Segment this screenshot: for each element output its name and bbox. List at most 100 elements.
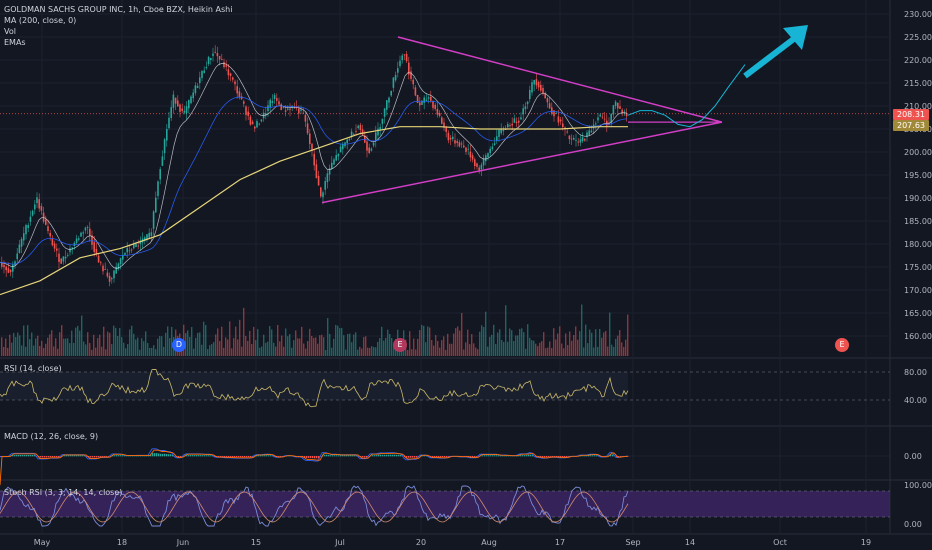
earnings-badge-upcoming[interactable]: E bbox=[835, 338, 849, 352]
volume-bar bbox=[239, 319, 241, 356]
volume-bar bbox=[415, 349, 417, 356]
volume-bar bbox=[117, 336, 119, 356]
macd-bar bbox=[120, 455, 122, 457]
volume-bar bbox=[211, 343, 213, 356]
volume-bar bbox=[475, 347, 477, 356]
earnings-badge-past[interactable]: E bbox=[393, 338, 407, 352]
candle-body bbox=[348, 139, 351, 141]
rsi-pane-label[interactable]: RSI (14, close) bbox=[4, 364, 62, 373]
volume-bar bbox=[611, 344, 613, 356]
volume-bar bbox=[617, 335, 619, 356]
volume-bar bbox=[107, 331, 109, 356]
macd-bar bbox=[270, 455, 272, 457]
macd-bar bbox=[122, 455, 124, 457]
candle-body bbox=[432, 100, 434, 108]
emas-indicator-label[interactable]: EMAs bbox=[4, 38, 26, 47]
volume-bar bbox=[295, 330, 297, 356]
volume-bar bbox=[217, 328, 219, 356]
volume-bar bbox=[135, 339, 137, 356]
volume-bar bbox=[85, 344, 87, 356]
volume-bar bbox=[281, 335, 283, 356]
candle-body bbox=[328, 168, 331, 175]
symbol-title[interactable]: GOLDMAN SACHS GROUP INC, 1h, Cboe BZX, H… bbox=[4, 5, 233, 14]
volume-bar bbox=[493, 324, 495, 356]
candle-body bbox=[251, 121, 254, 125]
macd-bar bbox=[612, 454, 614, 457]
volume-bar bbox=[233, 338, 235, 356]
y-tick-label: 190.00 bbox=[904, 194, 932, 203]
candle-body bbox=[238, 91, 241, 98]
volume-bar bbox=[27, 325, 29, 356]
volume-bar bbox=[11, 342, 13, 356]
candle-body bbox=[181, 108, 183, 111]
macd-bar bbox=[246, 456, 248, 458]
candle-body bbox=[29, 216, 32, 222]
volume-bar bbox=[141, 338, 143, 356]
macd-bar bbox=[52, 456, 54, 458]
macd-bar bbox=[118, 455, 120, 457]
candle-body bbox=[271, 100, 274, 104]
volume-bar bbox=[21, 345, 23, 356]
candle-body bbox=[370, 148, 373, 151]
candle-body bbox=[201, 70, 203, 78]
volume-bar bbox=[17, 332, 19, 356]
volume-bar bbox=[509, 328, 511, 356]
volume-bar bbox=[261, 346, 263, 356]
candle-body bbox=[381, 118, 384, 124]
volume-bar bbox=[359, 346, 361, 356]
candle-body bbox=[302, 112, 304, 114]
dividend-badge[interactable]: D bbox=[172, 338, 186, 352]
macd-bar bbox=[70, 455, 72, 457]
volume-bar bbox=[227, 339, 229, 356]
candle-body bbox=[144, 237, 146, 241]
candle-body bbox=[166, 128, 168, 141]
volume-bar bbox=[601, 337, 603, 356]
macd-bar bbox=[94, 456, 96, 458]
volume-bar bbox=[431, 340, 433, 356]
macd-bar bbox=[436, 456, 438, 458]
macd-bar bbox=[30, 454, 32, 457]
macd-bar bbox=[618, 456, 620, 457]
macd-pane-label[interactable]: MACD (12, 26, close, 9) bbox=[4, 432, 99, 441]
candle-body bbox=[515, 121, 518, 124]
volume-bar bbox=[119, 328, 121, 356]
candle-body bbox=[322, 192, 324, 198]
volume-indicator-label[interactable]: Vol bbox=[4, 27, 16, 36]
volume-bar bbox=[13, 332, 15, 356]
volume-bar bbox=[501, 339, 503, 356]
macd-bar bbox=[202, 455, 204, 457]
candle-body bbox=[443, 122, 445, 128]
candle-body bbox=[58, 253, 60, 262]
volume-bar bbox=[573, 335, 575, 356]
ma-indicator-label[interactable]: MA (200, close, 0) bbox=[4, 16, 77, 25]
candle-body bbox=[469, 151, 472, 158]
volume-bar bbox=[465, 342, 467, 356]
volume-bar bbox=[303, 343, 305, 356]
macd-bar bbox=[400, 454, 402, 457]
macd-bar bbox=[158, 453, 160, 457]
macd-bar bbox=[100, 456, 102, 457]
candle-body bbox=[273, 95, 276, 100]
volume-bars bbox=[1, 304, 629, 356]
volume-bar bbox=[435, 335, 437, 356]
candle-body bbox=[190, 96, 192, 104]
volume-bar bbox=[155, 349, 157, 356]
candle-body bbox=[401, 55, 403, 61]
macd-bar bbox=[126, 455, 128, 457]
volume-bar bbox=[19, 335, 21, 356]
macd-bar bbox=[336, 455, 338, 457]
candle-body bbox=[557, 116, 560, 123]
stoch-pane-label[interactable]: Stoch RSI (3, 3, 14, 14, close) bbox=[4, 488, 123, 497]
macd-bar bbox=[388, 454, 390, 457]
volume-bar bbox=[373, 347, 375, 356]
arrow-shaft bbox=[743, 35, 797, 79]
candle-body bbox=[573, 138, 575, 140]
candle-body bbox=[117, 263, 120, 269]
volume-bar bbox=[361, 348, 363, 356]
candle-body bbox=[500, 129, 502, 134]
volume-bar bbox=[473, 343, 475, 356]
volume-bar bbox=[515, 335, 517, 356]
candle-body bbox=[23, 233, 25, 241]
macd-bar bbox=[342, 455, 344, 457]
